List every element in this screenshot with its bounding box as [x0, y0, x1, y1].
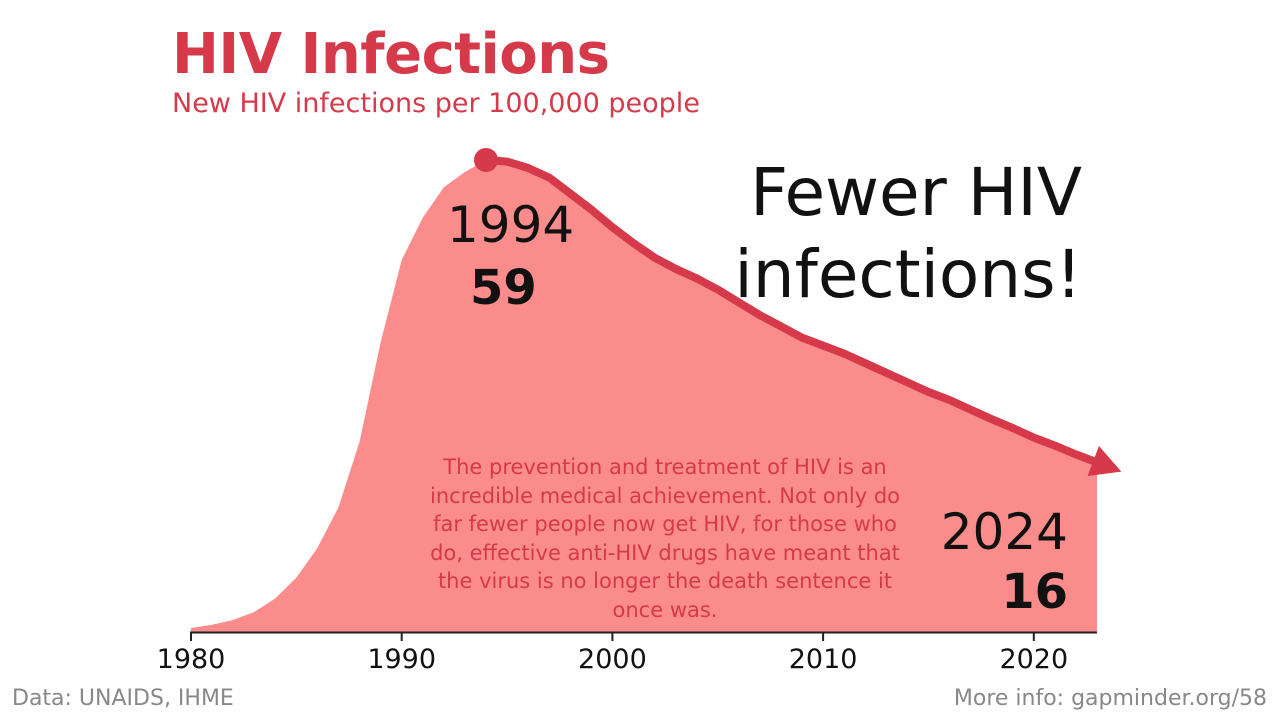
chart-subtitle: New HIV infections per 100,000 people — [172, 88, 700, 119]
annotation-note: The prevention and treatment of HIV is a… — [430, 455, 901, 622]
peak-value-label: 59 — [470, 260, 537, 316]
x-tick-label: 1990 — [367, 644, 436, 675]
end-value-label: 16 — [1001, 564, 1068, 620]
infections-area — [191, 160, 1098, 632]
headline-line-1: Fewer HIV — [750, 154, 1082, 231]
peak-year-label: 1994 — [447, 196, 575, 254]
x-tick-label: 2010 — [789, 644, 858, 675]
headline-line-2: infections! — [734, 236, 1082, 313]
trend-arrowhead — [1087, 446, 1122, 476]
more-info-link[interactable]: More info: gapminder.org/58 — [953, 686, 1267, 711]
trend-line — [482, 156, 1101, 467]
end-year-label: 2024 — [940, 503, 1068, 561]
x-tick-label: 2020 — [999, 644, 1068, 675]
peak-marker — [473, 148, 498, 172]
x-tick-label: 2000 — [578, 644, 647, 675]
source-credit: Data: UNAIDS, IHME — [12, 686, 234, 711]
chart-title: HIV Infections — [172, 22, 610, 87]
headline: Fewer HIV infections! — [734, 152, 1082, 316]
x-tick-label: 1980 — [157, 644, 226, 675]
